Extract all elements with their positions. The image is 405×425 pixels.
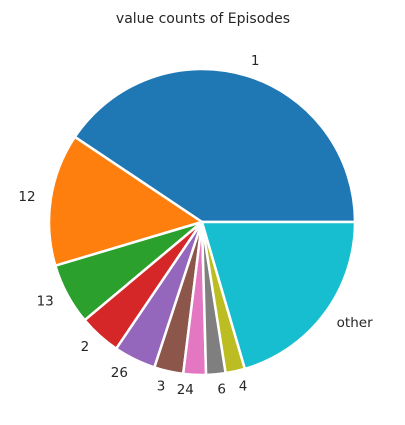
pie-label-24: 24 <box>177 382 194 398</box>
pie-label-13: 13 <box>37 294 54 310</box>
pie-label-2: 2 <box>81 339 90 355</box>
pie-label-4: 4 <box>239 378 248 394</box>
pie-slice-other <box>200 220 357 371</box>
pie-label-other: other <box>337 315 373 331</box>
pie-label-1: 1 <box>251 53 260 69</box>
pie-label-26: 26 <box>111 365 128 381</box>
pie-label-12: 12 <box>18 189 35 205</box>
pie-slice-12 <box>47 135 204 267</box>
pie-labels: 1 12 13 2 26 3 24 6 4 other <box>18 53 373 398</box>
pie-label-6: 6 <box>217 382 226 398</box>
chart-title: value counts of Episodes <box>116 11 290 27</box>
pie-slices <box>47 67 357 377</box>
pie-label-3: 3 <box>157 378 166 394</box>
